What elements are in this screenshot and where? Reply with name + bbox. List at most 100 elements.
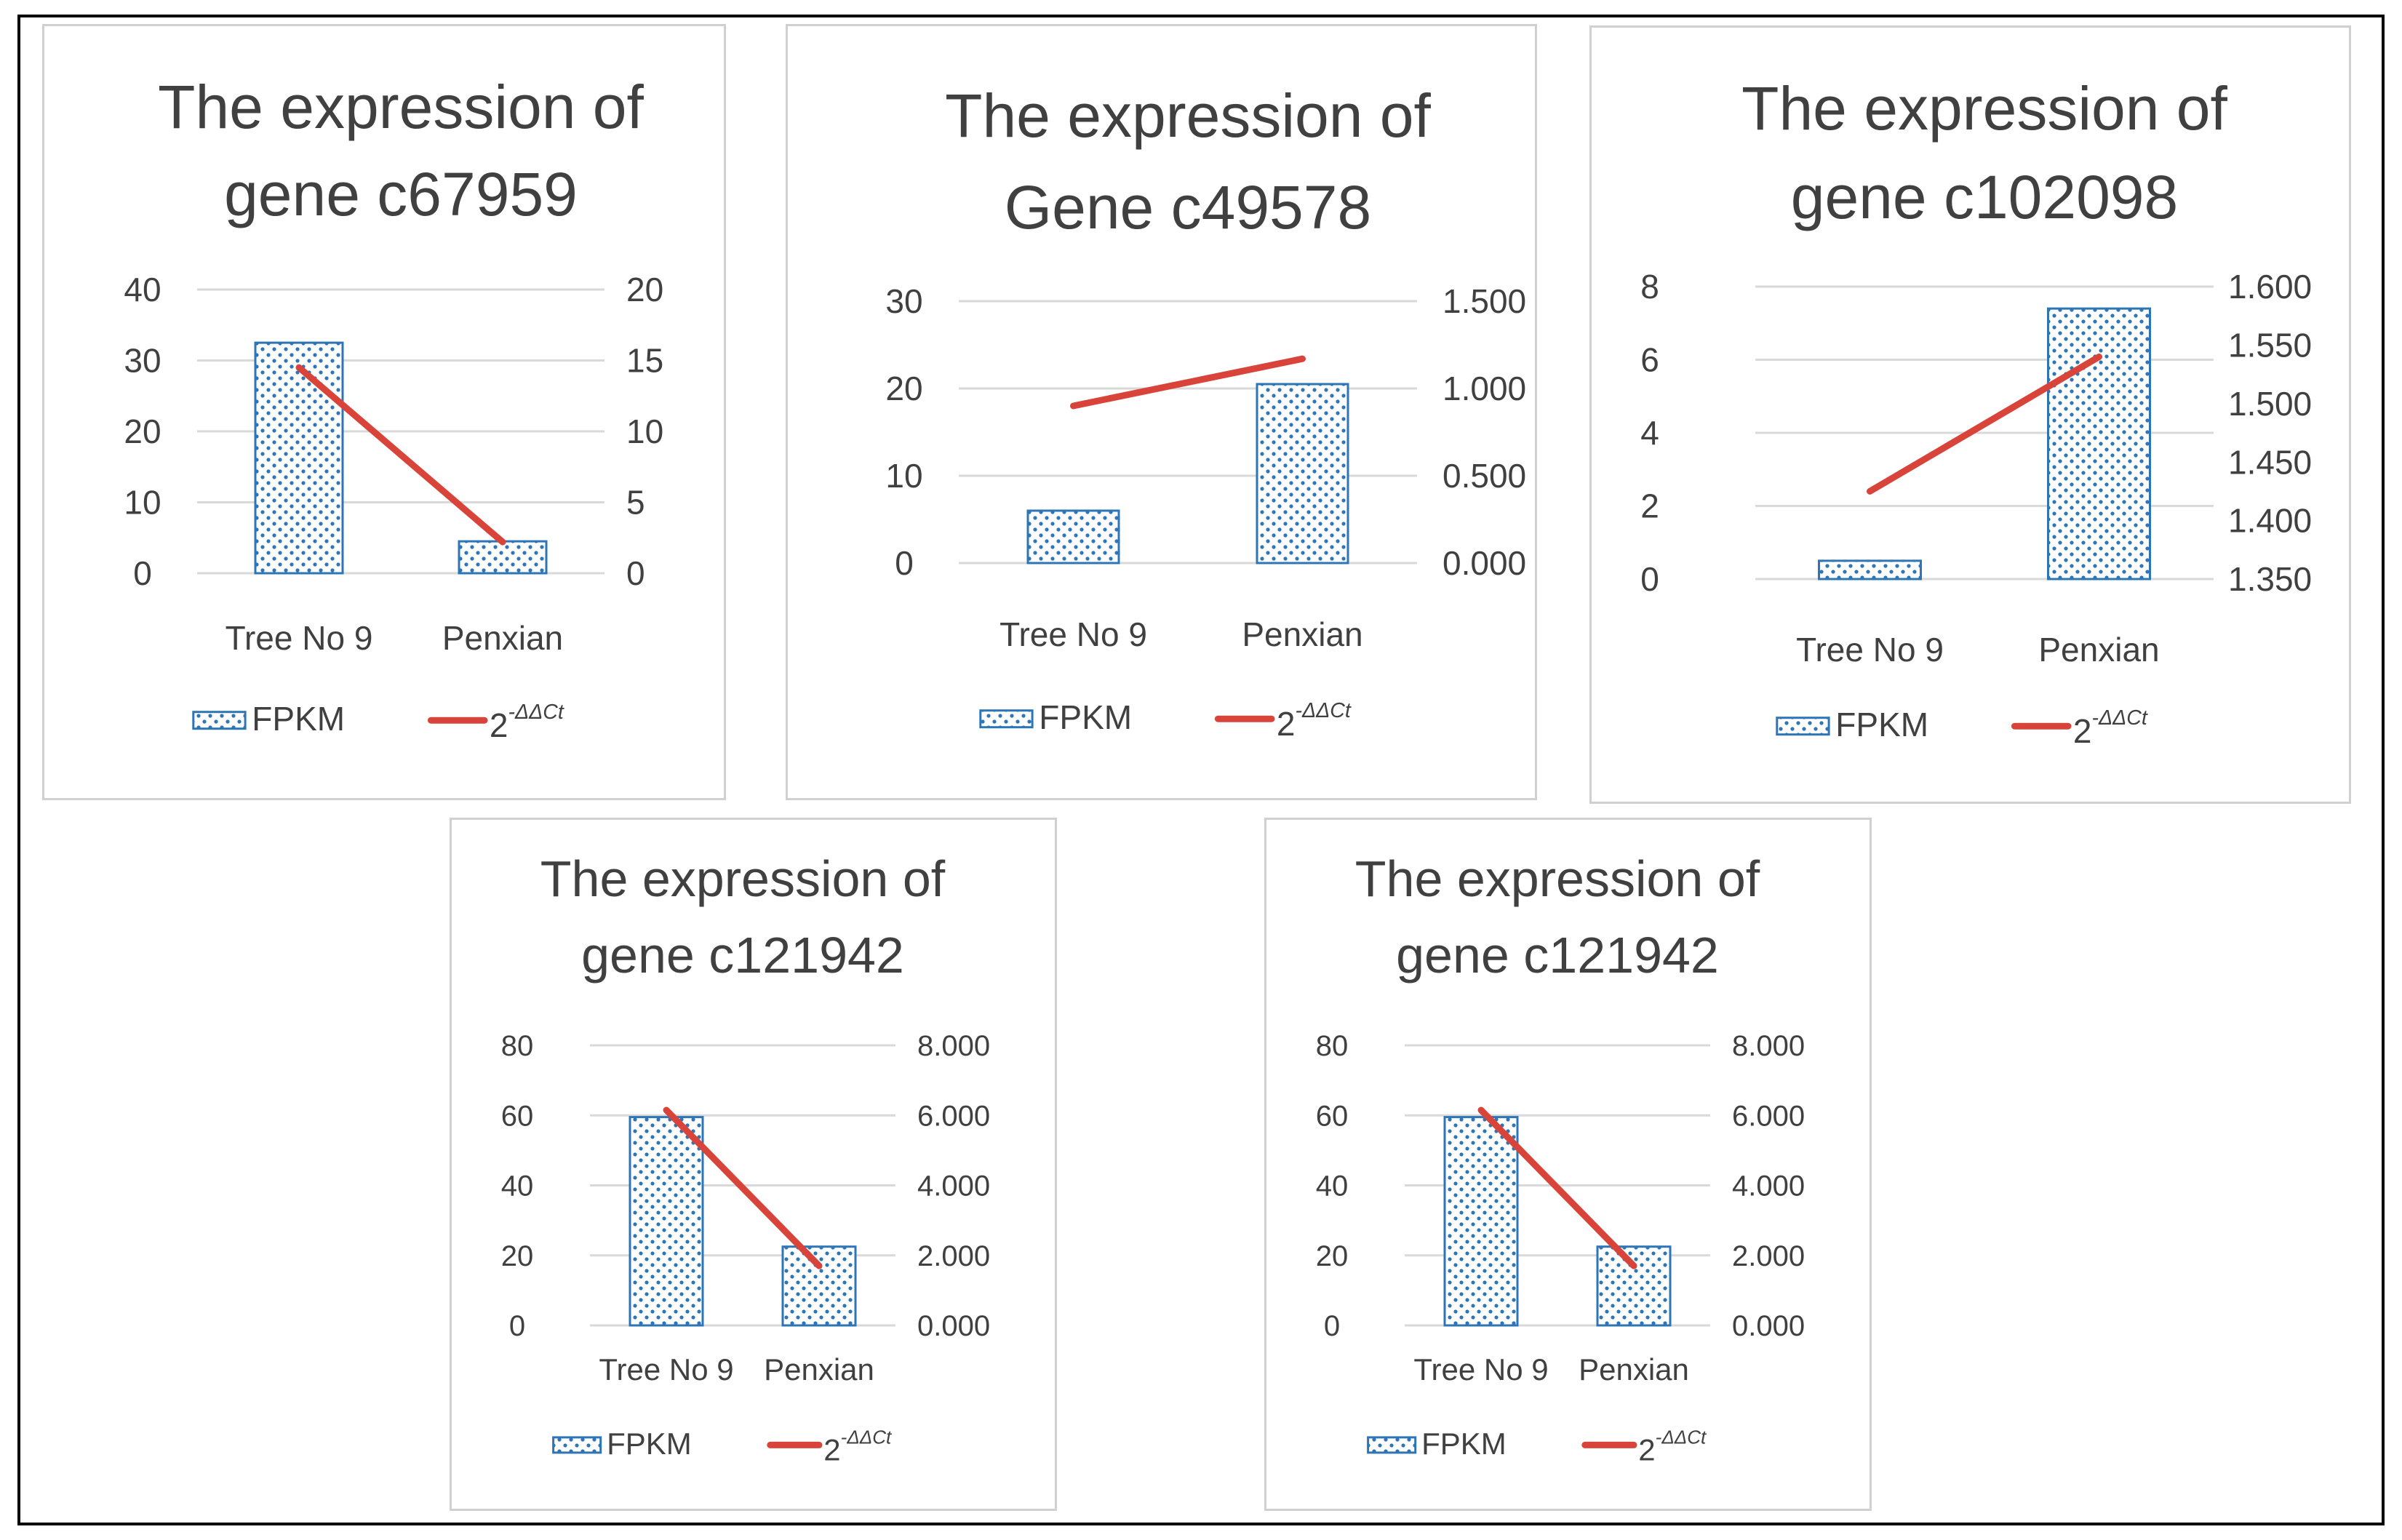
bar-fpkm [781,1245,857,1327]
y-right-tick-label: 0 [626,554,645,592]
chart-svg: The expression of gene c67959 0 10 20 30 40 0 5 1… [124,73,663,744]
line-ddct [1070,355,1306,410]
y-left-tick-label: 30 [885,282,922,320]
y-left-tick-label: 20 [124,412,161,450]
y-right-tick-label: 6.000 [1732,1100,1805,1132]
y-left-tick-label: 0 [133,554,152,592]
y-left-tick-label: 10 [885,457,922,495]
chart-title-line: The expression of [1741,74,2227,143]
x-category-label: Penxian [1242,615,1362,653]
chart-title-line: gene c121942 [581,927,904,984]
legend-label-ddct: 2-ΔΔCt [1277,699,1352,743]
y-right-tick-label: 1.000 [1443,370,1526,407]
y-right-tick-label: 0.000 [1732,1310,1805,1342]
line-ddct [295,364,506,546]
chart-panel-c121942-a: The expression of gene c121942 0 20 40 60 80 0.… [450,818,1057,1511]
y-left-tick-label: 30 [124,342,161,380]
y-right-tick-label: 1.400 [2228,502,2312,540]
legend-label-ddct: 2-ΔΔCt [1638,1426,1707,1467]
line-ddct [663,1106,823,1269]
y-right-tick-label: 0.000 [1443,544,1526,582]
x-category-label: Penxian [2038,631,2159,669]
bar-fpkm [1443,1116,1519,1327]
y-right-tick-label: 0.500 [1443,457,1526,495]
legend-label-ddct: 2-ΔΔCt [490,701,564,744]
y-left-tick-label: 20 [885,370,922,407]
y-left-tick-label: 2 [1640,487,1659,525]
legend-label-fpkm: FPKM [252,700,345,738]
y-left-tick-label: 4 [1640,414,1659,452]
legend-ddct-base: 2 [1638,1432,1655,1467]
chart-title-line: The expression of [158,73,644,141]
legend-swatch-fpkm [192,711,247,730]
y-right-tick-label: 20 [626,271,663,308]
y-left-tick-label: 0 [509,1310,525,1342]
legend-ddct-base: 2 [2073,712,2092,750]
legend-label-fpkm: FPKM [607,1427,692,1461]
y-right-tick-label: 0.000 [917,1310,990,1342]
y-right-tick-label: 8.000 [1732,1030,1805,1062]
legend-label-fpkm: FPKM [1421,1427,1507,1461]
y-right-tick-label: 8.000 [917,1030,990,1062]
y-left-tick-label: 8 [1640,268,1659,306]
legend-swatch-fpkm [552,1436,602,1454]
y-right-tick-label: 2.000 [917,1240,990,1272]
bar-fpkm [2047,307,2151,581]
bar-fpkm [458,540,548,575]
chart-svg: The expression of gene c121942 0 20 40 60 80 0.… [501,850,990,1467]
legend-ddct-sup: -ΔΔCt [1295,699,1351,722]
chart-title-line: The expression of [1355,850,1760,907]
chart-title-line: gene c121942 [1396,927,1719,984]
legend-ddct-sup: -ΔΔCt [2091,706,2147,730]
legend-ddct-sup: -ΔΔCt [1656,1426,1707,1448]
y-right-tick-label: 4.000 [1732,1170,1805,1202]
y-left-tick-label: 0 [1324,1310,1340,1342]
y-right-tick-label: 1.500 [1443,282,1526,320]
y-left-tick-label: 20 [501,1240,534,1272]
y-left-tick-label: 80 [1316,1030,1349,1062]
line-ddct [1477,1106,1637,1269]
y-left-tick-label: 40 [124,271,161,308]
y-right-tick-label: 6.000 [917,1100,990,1132]
legend: FPKM 2-ΔΔCt [1776,706,2148,750]
y-right-tick-label: 1.500 [2228,385,2312,423]
bar-fpkm [254,341,344,575]
x-category-label: Penxian [442,619,563,657]
chart-panel-c102098: The expression of gene c102098 0 2 4 6 8 1.350 1… [1589,25,2351,804]
chart-title-line: gene c67959 [224,160,578,228]
bar-fpkm [629,1116,704,1327]
x-category-label: Tree No 9 [599,1352,733,1387]
legend-label-ddct: 2-ΔΔCt [823,1426,893,1467]
y-right-tick-label: 2.000 [1732,1240,1805,1272]
legend: FPKM 2-ΔΔCt [552,1426,893,1467]
y-left-tick-label: 60 [501,1100,534,1132]
bar-fpkm [1026,509,1120,564]
bar-fpkm [1596,1245,1672,1327]
chart-title-line: Gene c49578 [1005,173,1371,242]
legend-ddct-base: 2 [1277,705,1296,743]
y-right-tick-label: 1.450 [2228,443,2312,481]
chart-title-line: gene c102098 [1791,163,2179,231]
y-left-tick-label: 0 [1640,560,1659,598]
legend: FPKM 2-ΔΔCt [979,698,1352,743]
y-right-tick-label: 15 [626,342,663,380]
legend: FPKM 2-ΔΔCt [192,700,564,744]
y-left-tick-label: 0 [895,544,914,582]
y-right-tick-label: 10 [626,412,663,450]
x-category-label: Tree No 9 [999,615,1147,653]
legend-label-fpkm: FPKM [1039,698,1132,736]
legend-ddct-sup: -ΔΔCt [841,1426,893,1448]
x-category-label: Tree No 9 [226,619,373,657]
y-left-tick-label: 6 [1640,341,1659,379]
y-right-tick-label: 4.000 [917,1170,990,1202]
legend-swatch-fpkm [979,709,1034,729]
chart-title-line: The expression of [945,81,1431,150]
chart-title-line: The expression of [540,850,946,907]
x-category-label: Penxian [764,1352,874,1387]
y-left-tick-label: 40 [501,1170,534,1202]
legend-ddct-base: 2 [823,1432,840,1467]
y-right-tick-label: 1.350 [2228,560,2312,598]
legend: FPKM 2-ΔΔCt [1367,1426,1707,1467]
y-left-tick-label: 20 [1316,1240,1349,1272]
legend-ddct-base: 2 [490,706,508,744]
